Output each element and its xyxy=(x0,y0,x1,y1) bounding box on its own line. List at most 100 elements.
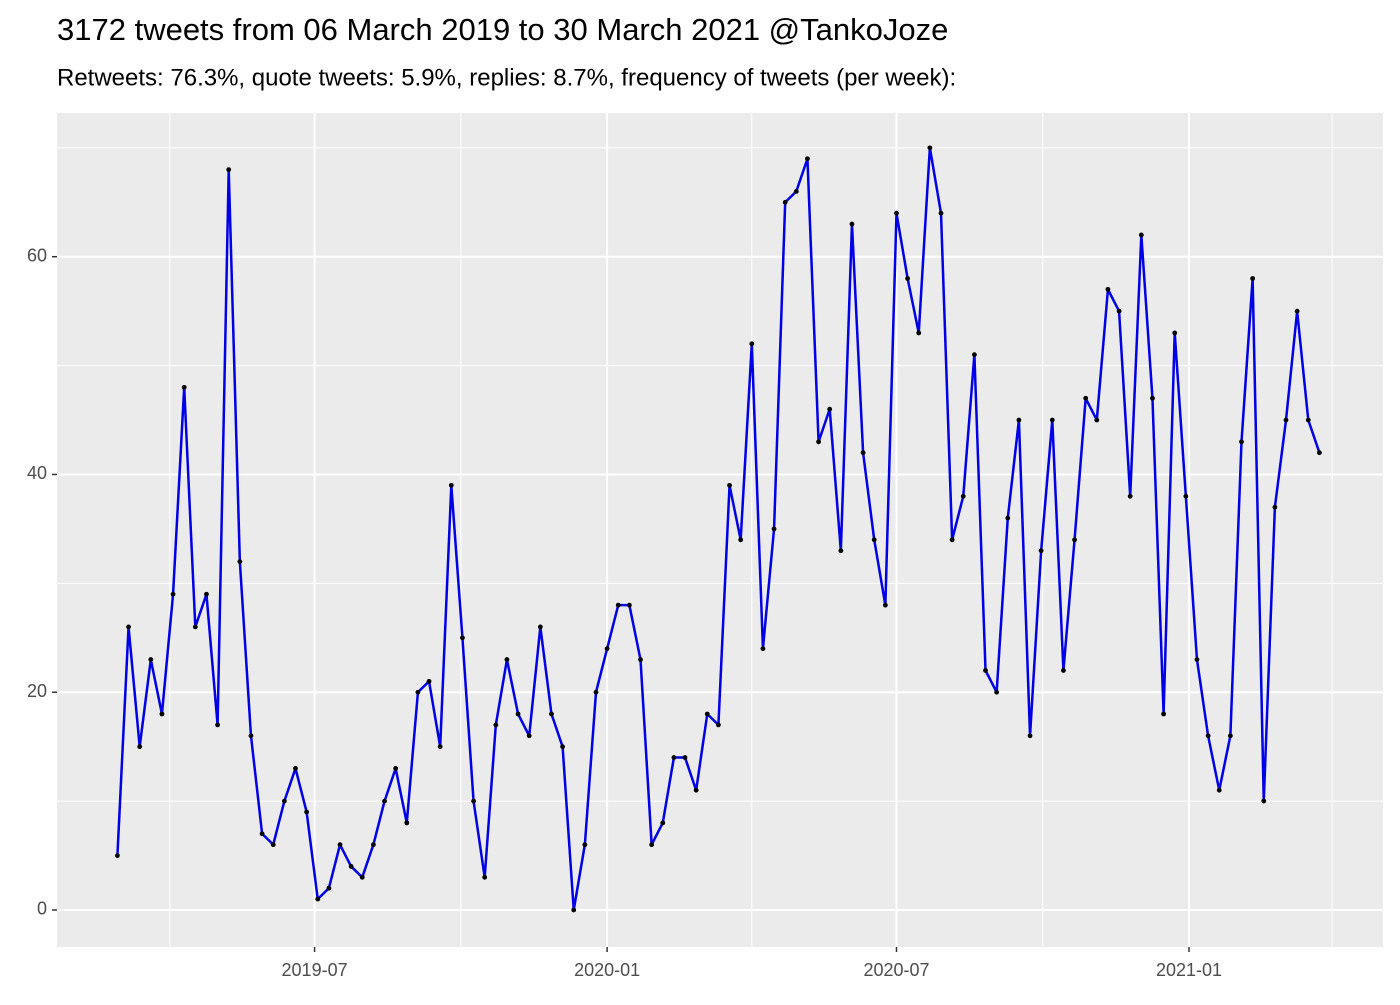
data-point xyxy=(1072,537,1077,543)
data-point xyxy=(1038,548,1044,554)
y-tick-label: 20 xyxy=(27,681,47,701)
data-point xyxy=(704,711,710,717)
data-point xyxy=(894,210,899,216)
data-point xyxy=(526,733,532,739)
data-point xyxy=(1283,417,1289,423)
x-tick-label: 2019-07 xyxy=(282,960,348,980)
data-point xyxy=(1261,798,1267,804)
data-point xyxy=(348,864,354,869)
data-point xyxy=(615,602,621,608)
data-point xyxy=(1250,276,1256,281)
data-point xyxy=(771,526,777,532)
data-point xyxy=(471,798,476,804)
data-point xyxy=(582,842,588,848)
data-point xyxy=(326,885,332,891)
data-point xyxy=(493,722,499,728)
data-point xyxy=(237,559,243,564)
data-point xyxy=(782,199,788,205)
data-point xyxy=(716,722,721,728)
data-point xyxy=(871,537,877,543)
y-tick-label: 40 xyxy=(27,463,47,483)
data-point xyxy=(949,537,955,543)
data-point xyxy=(738,537,744,543)
data-point xyxy=(916,330,922,336)
data-point xyxy=(270,842,276,848)
data-point xyxy=(1216,787,1222,793)
data-point xyxy=(604,646,610,652)
data-point xyxy=(1183,493,1189,499)
data-point xyxy=(1116,308,1122,314)
data-point xyxy=(638,657,643,662)
data-point xyxy=(359,874,365,880)
data-point xyxy=(148,657,154,662)
data-point xyxy=(1305,417,1311,423)
data-point xyxy=(515,711,521,717)
data-point xyxy=(994,689,1000,695)
data-point xyxy=(248,733,254,739)
data-point xyxy=(1027,733,1033,739)
data-point xyxy=(593,689,599,695)
data-point xyxy=(293,766,298,771)
data-point xyxy=(382,798,387,804)
data-point xyxy=(816,439,821,445)
data-point xyxy=(304,809,310,815)
data-point xyxy=(549,711,554,717)
data-point xyxy=(971,352,977,358)
data-point xyxy=(905,276,911,281)
data-point xyxy=(181,384,187,390)
data-point xyxy=(805,156,810,162)
data-point xyxy=(1105,286,1111,292)
data-point xyxy=(426,678,432,684)
data-point xyxy=(571,907,577,913)
data-point xyxy=(115,853,120,858)
data-point xyxy=(983,668,988,673)
data-point xyxy=(749,341,755,347)
data-point xyxy=(159,711,165,717)
data-point xyxy=(192,624,198,630)
x-tick-label: 2020-07 xyxy=(863,960,929,980)
data-point xyxy=(960,493,966,499)
data-point xyxy=(1150,395,1155,401)
data-point xyxy=(849,221,855,227)
data-point xyxy=(838,548,844,554)
data-point xyxy=(1005,515,1011,521)
data-point xyxy=(482,874,488,880)
data-point xyxy=(204,591,209,597)
data-point xyxy=(259,831,265,837)
data-point xyxy=(415,689,421,695)
data-point xyxy=(760,646,766,652)
data-point xyxy=(226,167,232,173)
data-point xyxy=(1161,711,1166,717)
data-point xyxy=(537,624,543,630)
data-point xyxy=(860,450,866,456)
data-point xyxy=(315,896,321,902)
data-point xyxy=(1172,330,1178,336)
data-point xyxy=(1049,417,1055,423)
data-point xyxy=(504,657,510,662)
data-point xyxy=(882,602,888,608)
data-point xyxy=(1205,733,1211,739)
data-point xyxy=(1317,450,1322,456)
data-point xyxy=(1016,417,1022,423)
data-point xyxy=(682,755,688,760)
data-point xyxy=(938,210,944,216)
y-tick-label: 0 xyxy=(37,899,47,919)
data-point xyxy=(1294,308,1300,314)
data-point xyxy=(671,755,677,760)
data-point xyxy=(1083,395,1089,401)
data-point xyxy=(793,188,799,194)
chart-title: 3172 tweets from 06 March 2019 to 30 Mar… xyxy=(57,12,948,47)
plot-panel xyxy=(57,113,1383,947)
data-point xyxy=(215,722,220,728)
data-point xyxy=(460,635,465,641)
data-point xyxy=(137,744,143,750)
data-point xyxy=(281,798,287,804)
data-point xyxy=(1127,493,1133,499)
data-point xyxy=(626,602,632,608)
data-point xyxy=(827,406,833,412)
data-point xyxy=(404,820,410,826)
data-point xyxy=(727,482,732,488)
data-point xyxy=(560,744,565,750)
data-point xyxy=(1138,232,1144,238)
